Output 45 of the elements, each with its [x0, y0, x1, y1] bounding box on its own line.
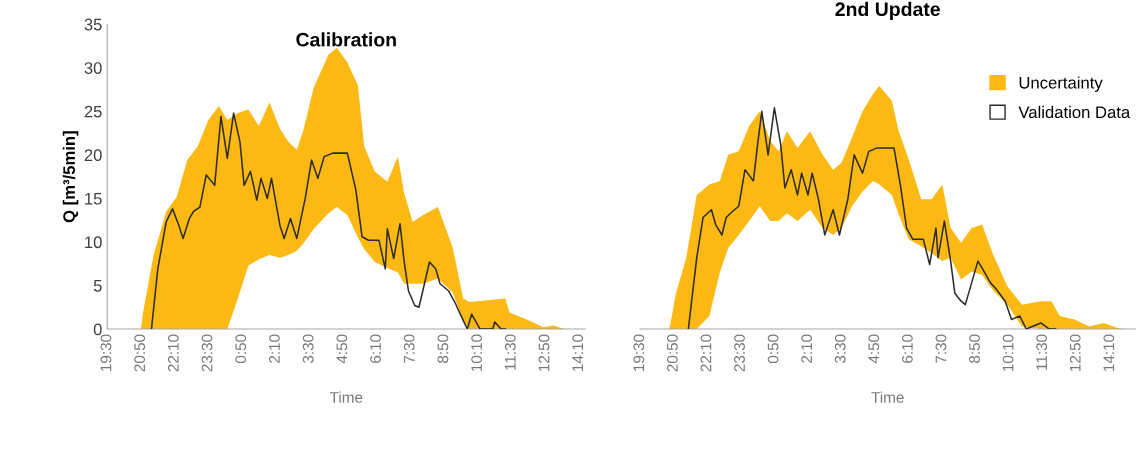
x-tick-label: 7:30 — [403, 334, 415, 363]
x-tick-label: 23:30 — [201, 334, 213, 372]
x-tick-label: 14:10 — [572, 334, 584, 371]
x-tick-label: 14:10 — [1103, 334, 1115, 371]
x-tick-label: 22:10 — [167, 334, 179, 372]
legend-label: Uncertainty — [1019, 76, 1103, 92]
y-tick-label: 0 — [93, 323, 102, 336]
x-tick-label: 20:50 — [134, 334, 146, 372]
x-tick-label: 19:30 — [100, 334, 112, 371]
y-tick-label: 20 — [84, 149, 102, 162]
x-tick-label: 8:50 — [437, 334, 449, 363]
x-tick-label: 6:10 — [370, 334, 381, 363]
y-tick-label: 35 — [84, 18, 102, 31]
y-tick-label: 30 — [84, 62, 102, 74]
x-tick-label: 12:50 — [1069, 334, 1081, 371]
chart-title: 2nd Update — [835, 1, 940, 20]
y-axis-title: Q [m³/5min] — [62, 131, 79, 223]
x-tick-label: 3:30 — [834, 334, 846, 364]
chart-title: Calibration — [296, 32, 396, 47]
y-tick-label: 5 — [93, 280, 102, 292]
y-tick-label: 25 — [84, 105, 102, 118]
x-tick-label: 6:10 — [901, 334, 913, 363]
y-tick-label: 10 — [85, 236, 102, 249]
x-tick-label: 0:50 — [235, 334, 247, 364]
x-tick-label: 4:50 — [868, 334, 880, 364]
x-tick-label: 2:10 — [269, 334, 280, 363]
x-tick-label: 23:30 — [734, 334, 745, 372]
x-tick-label: 10:10 — [471, 334, 483, 371]
y-tick-label: 15 — [85, 192, 102, 205]
x-tick-label: 10:10 — [1002, 334, 1014, 371]
x-tick-label: 12:50 — [538, 334, 550, 371]
x-axis-title: Time — [871, 391, 904, 403]
x-tick-label: 11:30 — [1036, 334, 1048, 370]
x-tick-label: 19:30 — [633, 334, 645, 371]
x-tick-label: 3:30 — [302, 334, 314, 364]
x-tick-label: 22:10 — [700, 334, 712, 372]
x-tick-label: 4:50 — [336, 334, 348, 364]
x-tick-label: 11:30 — [504, 334, 516, 370]
x-tick-label: 2:10 — [801, 334, 813, 363]
x-tick-label: 8:50 — [969, 334, 980, 363]
x-tick-label: 20:50 — [666, 334, 678, 372]
x-axis-title: Time — [329, 391, 363, 403]
x-tick-label: 0:50 — [767, 334, 779, 364]
x-tick-label: 7:30 — [935, 334, 947, 363]
legend-label: Validation Data — [1018, 105, 1131, 119]
